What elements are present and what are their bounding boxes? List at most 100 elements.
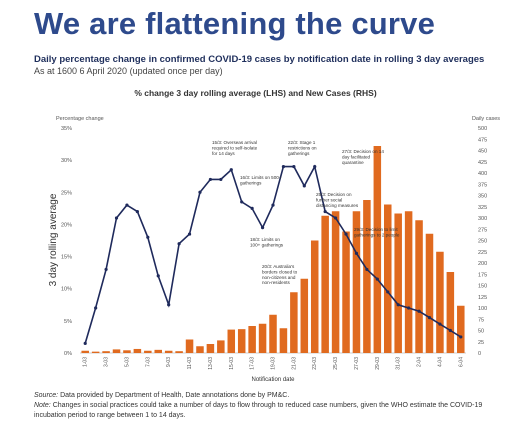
line-point xyxy=(375,277,379,281)
bar-new-cases xyxy=(384,204,392,353)
line-point xyxy=(407,306,411,310)
line-point xyxy=(135,209,139,214)
annotation-label: 25/3: Decision on further social distancin… xyxy=(316,192,359,208)
y-right-tick-label: 400 xyxy=(478,171,487,177)
y-left-tick-label: 35% xyxy=(61,126,72,132)
bar-new-cases xyxy=(112,349,121,353)
bar-new-cases xyxy=(91,351,100,353)
y-right-tick-label: 325 xyxy=(478,205,487,211)
annotation-label: 16/3: Limits on 500+ gatherings xyxy=(240,175,282,185)
x-tick-label: 23-03 xyxy=(312,357,318,370)
x-tick-label: 7-03 xyxy=(145,357,151,367)
bar-new-cases xyxy=(352,211,361,353)
y-right-tick-label: 175 xyxy=(478,272,487,278)
line-point xyxy=(146,235,150,239)
x-tick-label: 15-03 xyxy=(229,357,235,370)
line-point xyxy=(114,216,119,220)
bar-new-cases xyxy=(133,348,142,353)
x-tick-label: 2-04 xyxy=(417,357,423,367)
line-point xyxy=(292,164,296,169)
x-tick-label: 25-03 xyxy=(333,357,339,370)
line-point xyxy=(427,316,432,320)
line-point xyxy=(167,303,171,307)
bar-new-cases xyxy=(81,350,89,353)
bar-new-cases xyxy=(425,233,434,353)
chart-subtitle: Daily percentage change in confirmed COV… xyxy=(34,54,485,65)
x-tick-label: 29-03 xyxy=(375,357,381,370)
bar-new-cases xyxy=(300,278,309,353)
x-tick-label: 27-03 xyxy=(354,357,360,370)
left-axis-header: Percentage change xyxy=(56,116,104,122)
bar-new-cases xyxy=(196,346,204,353)
note-label: Note: xyxy=(34,402,51,409)
annotation-label: 22/3: Stage 1 restrictions on gatherings xyxy=(288,140,317,156)
x-tick-label: 6-04 xyxy=(458,357,464,367)
y-right-tick-label: 425 xyxy=(478,160,487,166)
y-left-tick-label: 0% xyxy=(64,351,72,357)
y-right-tick-label: 150 xyxy=(478,284,487,290)
annotation-label: 27/3: Decision on 14 day facilitated quara… xyxy=(342,149,384,165)
bar-new-cases xyxy=(457,305,465,353)
line-point xyxy=(344,232,348,236)
bar-new-cases xyxy=(217,340,225,353)
x-tick-label: 17-03 xyxy=(250,357,256,370)
note-text: Changes in social practices could take a… xyxy=(34,402,483,419)
bar-new-cases xyxy=(123,350,131,353)
x-tick-label: 5-03 xyxy=(124,357,130,367)
page-title: We are flattening the curve xyxy=(34,6,436,41)
footer-note: Note: Changes in social practices could … xyxy=(34,401,504,421)
y-right-tick-label: 450 xyxy=(478,149,487,155)
line-point xyxy=(386,290,390,294)
bar-new-cases xyxy=(404,211,413,353)
right-axis-header: Daily cases xyxy=(472,116,500,122)
line-point xyxy=(396,303,400,307)
bar-new-cases xyxy=(154,349,162,353)
y-right-tick-label: 25 xyxy=(478,340,484,346)
x-tick-label: 3-03 xyxy=(104,357,110,367)
line-point xyxy=(83,341,87,345)
x-tick-label: 19-03 xyxy=(271,357,277,370)
y-right-tick-label: 0 xyxy=(478,351,481,357)
annotation-label: 20/3: Australia's borders closed to non-ci… xyxy=(262,264,298,285)
x-tick-label: 4-04 xyxy=(437,357,443,367)
bar-new-cases xyxy=(310,240,319,353)
annotation-label: 15/3: Overseas arrival required to self-i… xyxy=(212,140,258,156)
y-right-tick-label: 350 xyxy=(478,194,487,200)
bar-new-cases xyxy=(227,329,236,353)
bar-new-cases xyxy=(331,211,340,353)
line-point xyxy=(229,168,233,172)
y-right-tick-label: 300 xyxy=(478,216,487,222)
bar-new-cases xyxy=(206,344,215,353)
y-right-tick-label: 100 xyxy=(478,306,487,312)
y-left-tick-label: 25% xyxy=(61,190,72,196)
y-left-tick-label: 20% xyxy=(61,222,72,228)
bar-new-cases xyxy=(185,339,194,353)
x-tick-label: 1-03 xyxy=(83,357,89,367)
bar-new-cases xyxy=(237,329,246,353)
y-left-tick-label: 5% xyxy=(64,319,72,325)
x-tick-label: 21-03 xyxy=(291,357,297,370)
source-text: Data provided by Department of Health, D… xyxy=(60,392,290,399)
bar-new-cases xyxy=(436,251,444,353)
y-right-tick-label: 125 xyxy=(478,295,487,301)
y-right-tick-label: 75 xyxy=(478,317,484,323)
line-point xyxy=(333,216,338,220)
line-point xyxy=(271,203,275,207)
line-point xyxy=(94,306,98,310)
line-point xyxy=(459,335,463,339)
y-right-tick-label: 500 xyxy=(478,126,487,132)
bar-new-cases xyxy=(258,323,267,353)
as-at-note: As at 1600 6 April 2020 (updated once pe… xyxy=(34,66,223,76)
bar-new-cases xyxy=(279,328,288,353)
line-point xyxy=(250,206,254,210)
line-point xyxy=(417,309,421,313)
bar-new-cases xyxy=(269,314,277,353)
y-left-tick-label: 15% xyxy=(61,255,72,261)
bar-new-cases xyxy=(373,146,382,353)
bar-new-cases xyxy=(342,231,350,353)
bar-new-cases xyxy=(363,200,371,353)
line-point xyxy=(156,274,160,278)
y-right-tick-label: 250 xyxy=(478,239,487,245)
bar-new-cases xyxy=(394,213,402,353)
